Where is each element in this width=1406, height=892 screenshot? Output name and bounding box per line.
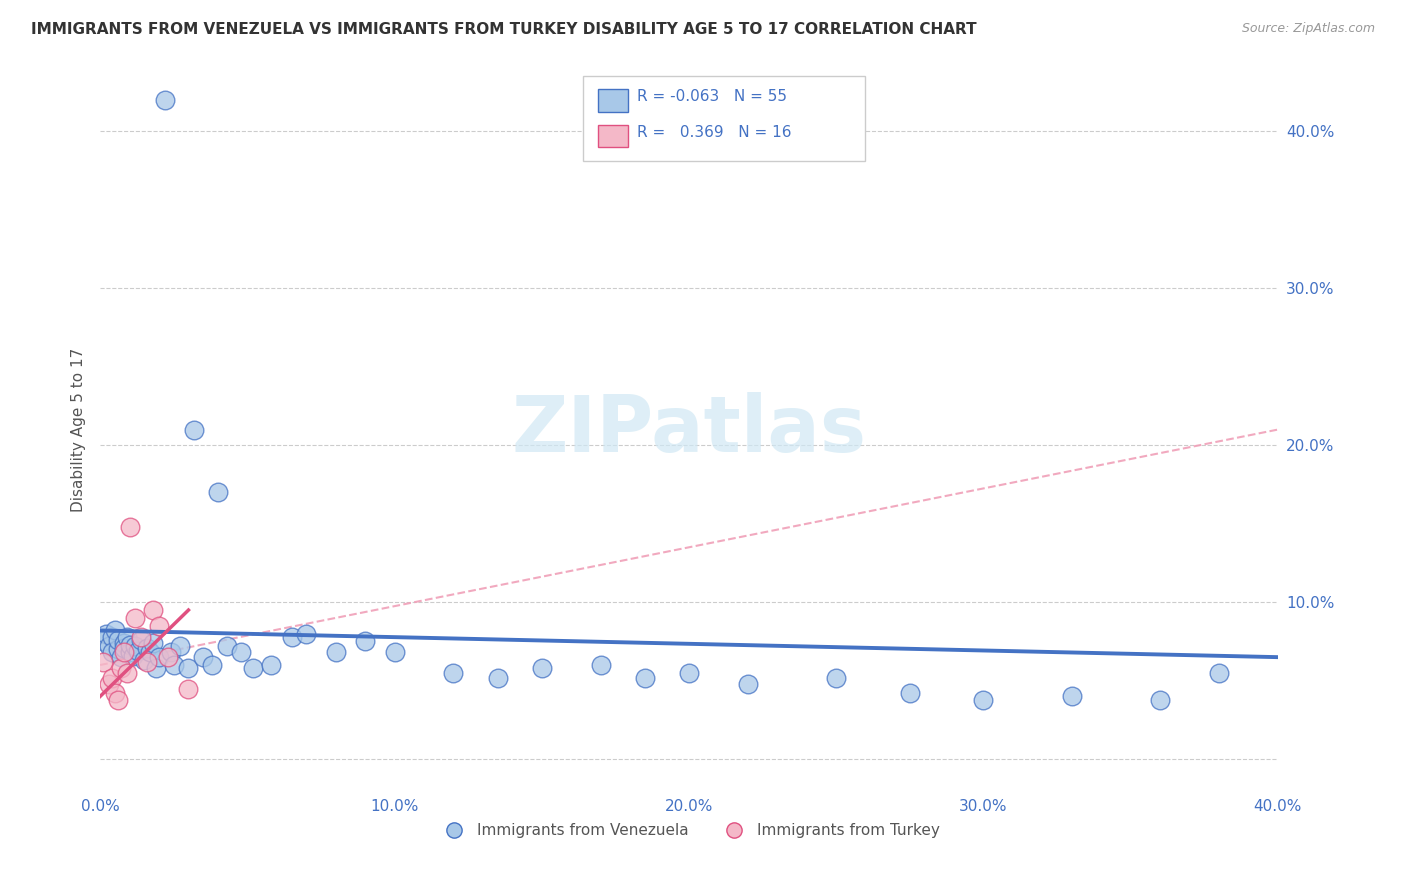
Point [97, 639, 120, 653]
Point [112, 640, 135, 655]
Point [124, 611, 146, 625]
Point [118, 638, 141, 652]
Point [156, 650, 179, 665]
Point [134, 653, 156, 667]
Text: Source: ZipAtlas.com: Source: ZipAtlas.com [1241, 22, 1375, 36]
Point [104, 686, 127, 700]
Point [148, 619, 170, 633]
Point [634, 671, 657, 685]
Point [118, 520, 141, 534]
Point [231, 645, 253, 659]
Point [177, 661, 200, 675]
Point [215, 639, 238, 653]
Text: IMMIGRANTS FROM VENEZUELA VS IMMIGRANTS FROM TURKEY DISABILITY AGE 5 TO 17 CORRE: IMMIGRANTS FROM VENEZUELA VS IMMIGRANTS … [31, 22, 977, 37]
Point [97, 677, 120, 691]
Legend: Immigrants from Venezuela, Immigrants from Turkey: Immigrants from Venezuela, Immigrants fr… [432, 817, 946, 845]
Point [124, 639, 146, 653]
Point [177, 681, 200, 696]
Point [115, 630, 138, 644]
Point [972, 692, 994, 706]
Point [121, 648, 143, 663]
Point [384, 645, 406, 659]
Point [131, 632, 153, 647]
Text: R =   0.369   N = 16: R = 0.369 N = 16 [637, 125, 792, 140]
Point [678, 665, 700, 680]
Point [136, 640, 159, 655]
Point [295, 626, 318, 640]
Point [91, 655, 114, 669]
Point [101, 671, 124, 685]
Point [169, 639, 191, 653]
Point [139, 645, 162, 659]
Point [354, 634, 377, 648]
Point [112, 636, 135, 650]
Point [1208, 665, 1230, 680]
Point [101, 630, 124, 644]
Point [898, 686, 921, 700]
Point [101, 645, 124, 659]
Point [107, 632, 129, 647]
Point [153, 93, 176, 107]
Point [1149, 692, 1171, 706]
Point [91, 634, 114, 648]
Point [589, 658, 612, 673]
Point [260, 658, 283, 673]
Point [110, 650, 132, 665]
Point [825, 671, 848, 685]
Point [110, 661, 132, 675]
Point [142, 603, 165, 617]
Point [193, 650, 215, 665]
Point [737, 677, 759, 691]
Point [148, 650, 170, 665]
Point [242, 661, 264, 675]
Point [104, 624, 127, 638]
Point [207, 485, 229, 500]
Point [118, 645, 141, 659]
Y-axis label: Disability Age 5 to 17: Disability Age 5 to 17 [72, 347, 86, 512]
Point [486, 671, 509, 685]
Point [163, 658, 186, 673]
Point [94, 626, 117, 640]
Point [201, 658, 224, 673]
Point [107, 692, 129, 706]
Point [136, 655, 159, 669]
Point [159, 645, 181, 659]
Point [112, 645, 135, 659]
Point [530, 661, 553, 675]
Point [107, 642, 129, 657]
Point [443, 665, 465, 680]
Point [280, 630, 302, 644]
Point [145, 661, 167, 675]
Point [325, 645, 347, 659]
Point [127, 644, 149, 658]
Point [131, 630, 153, 644]
Point [115, 665, 138, 680]
Text: R = -0.063   N = 55: R = -0.063 N = 55 [637, 89, 787, 104]
Point [142, 636, 165, 650]
Point [1060, 690, 1083, 704]
Text: ZIPatlas: ZIPatlas [512, 392, 866, 467]
Point [183, 423, 205, 437]
